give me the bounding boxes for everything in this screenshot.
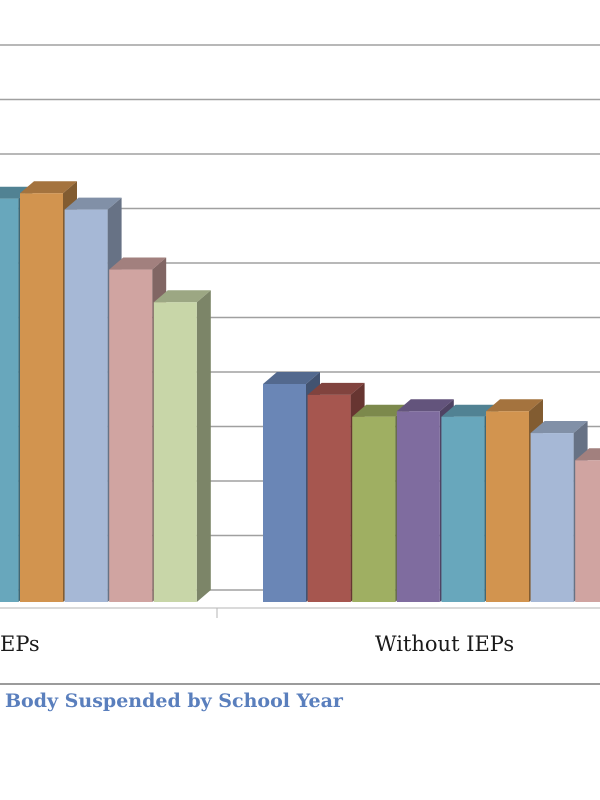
caption-rule xyxy=(0,683,600,685)
bar-top xyxy=(396,399,454,412)
bar-front xyxy=(64,209,108,602)
bar-front xyxy=(530,433,574,602)
bar-top xyxy=(64,197,122,210)
category-label-with-ieps: EPs xyxy=(0,632,40,656)
bar-front xyxy=(307,394,351,602)
bar-front xyxy=(575,460,600,602)
bar-top xyxy=(153,290,211,303)
bar-front xyxy=(153,302,197,602)
bar xyxy=(575,448,600,602)
bar-top xyxy=(263,372,320,384)
bar-top xyxy=(307,382,365,395)
bar-front xyxy=(109,269,153,602)
bar-front xyxy=(263,384,306,602)
bar-top xyxy=(109,257,167,270)
bar-side xyxy=(196,290,211,602)
bars xyxy=(0,181,600,602)
bar-front xyxy=(352,416,396,602)
bar-top xyxy=(530,421,588,434)
bar-top xyxy=(20,181,77,194)
bar-top xyxy=(352,404,410,417)
bar xyxy=(153,290,211,602)
bar-front xyxy=(0,198,19,602)
chart-caption: Body Suspended by School Year xyxy=(5,690,343,712)
bar-front xyxy=(441,416,485,602)
chart-floor xyxy=(0,607,600,618)
bar-top xyxy=(441,404,499,417)
bar-top xyxy=(486,399,543,412)
bar-top xyxy=(575,448,600,461)
bar-front xyxy=(20,193,63,602)
bar-front xyxy=(486,411,529,602)
category-label-without-ieps: Without IEPs xyxy=(375,632,515,656)
bar-front xyxy=(396,411,440,602)
